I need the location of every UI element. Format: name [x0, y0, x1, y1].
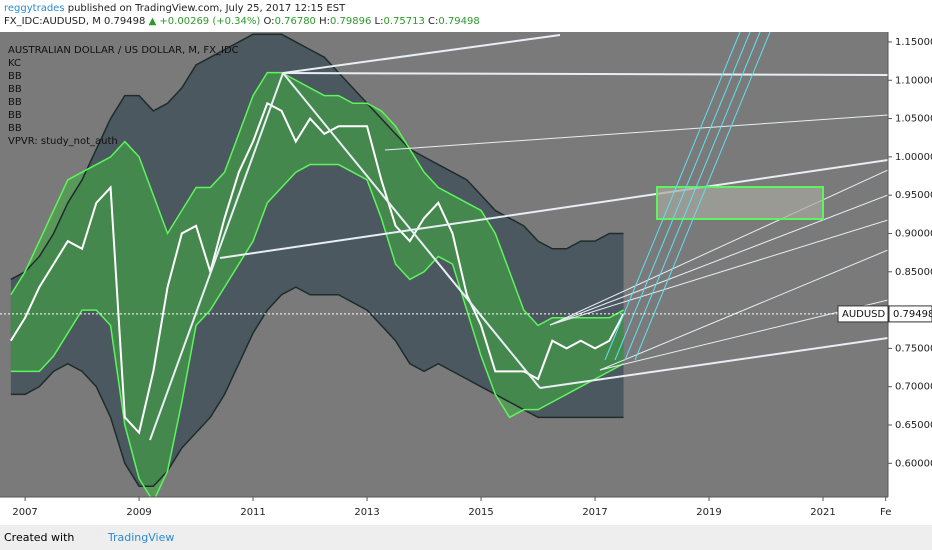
- ohlc-label: L:: [374, 16, 384, 27]
- study-label: VPVR: study_not_auth: [8, 136, 118, 147]
- study-label: KC: [8, 58, 21, 69]
- header: reggytrades published on TradingView.com…: [4, 2, 480, 28]
- price-tag-box: [837, 305, 889, 323]
- study-label: BB: [8, 123, 22, 134]
- author: reggytrades: [4, 3, 65, 14]
- target-zone: [656, 186, 824, 220]
- x-tick-label: 2007: [12, 507, 37, 518]
- x-tick-label: 2015: [468, 507, 493, 518]
- series-line: [10, 33, 624, 281]
- channel-line: [634, 32, 771, 361]
- price-tag-value-box: [888, 305, 932, 323]
- footer-brand: TradingView: [107, 531, 175, 544]
- ohlc-label: O:: [263, 16, 275, 27]
- price-axis: [888, 32, 932, 497]
- pitchfork-line: [384, 114, 888, 151]
- footer: Created with TradingView: [0, 525, 932, 550]
- symbol: FX_IDC:AUDUSD, M: [4, 16, 101, 27]
- x-tick-label: 2019: [696, 507, 721, 518]
- series-line: [10, 163, 624, 497]
- fan-line: [549, 194, 888, 326]
- ohlc-value: 0.75713: [383, 16, 425, 27]
- fan-line: [599, 249, 888, 371]
- series-line: [9, 101, 625, 435]
- study-label: BB: [8, 110, 22, 121]
- fan-line: [549, 219, 888, 326]
- pitchfork-line: [539, 337, 888, 389]
- band-fill: [10, 72, 624, 497]
- change: ▲ +0.00269 (+0.34%): [148, 16, 261, 27]
- ohlc-value: 0.79498: [438, 16, 480, 27]
- x-tick-label: 2021: [810, 507, 835, 518]
- study-label: BB: [8, 84, 22, 95]
- ohlc-label: C:: [428, 16, 439, 27]
- y-tick-label: 1.05000: [895, 114, 932, 125]
- y-tick-label: 1.10000: [895, 75, 932, 86]
- ohlc-label: H:: [319, 16, 330, 27]
- x-tick-label: 2011: [240, 507, 265, 518]
- drawings: [149, 32, 888, 441]
- y-tick-label: 0.95000: [895, 190, 932, 201]
- y-tick-label: 1.15000: [895, 37, 932, 48]
- channel-line: [624, 32, 761, 361]
- x-tick-label: 2013: [354, 507, 379, 518]
- pitchfork-line: [282, 72, 888, 76]
- x-tick-label: 2017: [582, 507, 607, 518]
- plot: [9, 33, 625, 497]
- series-line: [10, 286, 624, 488]
- channel-line: [614, 32, 751, 361]
- price: 0.79498: [104, 16, 146, 27]
- price-tag-value: 0.79498: [893, 309, 932, 320]
- channel-line: [604, 32, 741, 361]
- chart: AUSTRALIAN DOLLAR / US DOLLAR, M, FX_IDC…: [0, 32, 932, 518]
- series-line: [10, 71, 624, 327]
- published: published on TradingView.com, July 25, 2…: [67, 3, 346, 14]
- ohlc-value: 0.76780: [274, 16, 316, 27]
- study-label: BB: [8, 71, 22, 82]
- study-label: BB: [8, 97, 22, 108]
- study-label: AUSTRALIAN DOLLAR / US DOLLAR, M, FX_IDC: [8, 45, 239, 56]
- x-tick-label: 2009: [126, 507, 151, 518]
- x-tick-label: Fe: [880, 507, 891, 518]
- fan-line: [549, 169, 888, 326]
- pitchfork-line: [219, 159, 888, 259]
- footer-text: Created with: [4, 531, 75, 544]
- y-tick-label: 1.00000: [895, 152, 932, 163]
- ohlc-value: 0.79896: [330, 16, 372, 27]
- legend-panel: AUSTRALIAN DOLLAR / US DOLLAR, M, FX_IDC…: [8, 45, 239, 147]
- price-tag-label: AUDUSD: [842, 309, 886, 320]
